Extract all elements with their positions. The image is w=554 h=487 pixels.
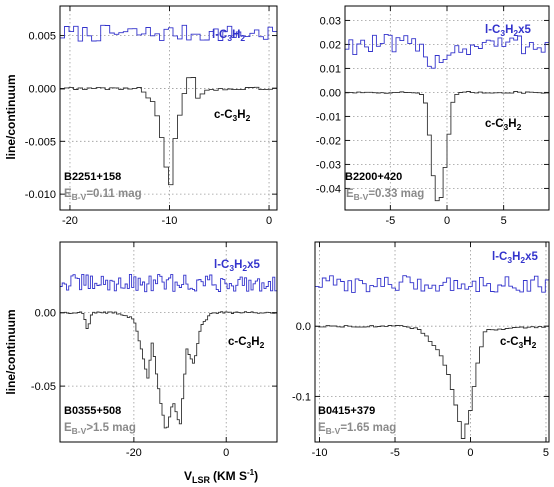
x-axis-label-sub: LSR: [192, 475, 211, 485]
spectrum-l-c3h2: [60, 24, 277, 42]
plot-frame: [59, 241, 278, 443]
y-tick-label: 0.02: [320, 39, 341, 51]
svg-text:VLSR(KM S-1): VLSR (KM S-1): [184, 468, 258, 485]
spectrum-c-c3h2: [60, 77, 277, 186]
x-tick-label: -20: [62, 215, 78, 227]
x-tick-label: -10: [312, 447, 328, 459]
y-axis-label-bottom: line/continuum: [4, 309, 18, 394]
series-label-c-c3h2: c-C3H2: [228, 336, 265, 350]
series-label-c-c3h2: c-C3H2: [485, 118, 522, 132]
ebv-label: EB-V=0.33 mag: [346, 188, 424, 202]
y-tick-label: 0.00: [35, 308, 56, 320]
ebv-label: EB-V=1.65 mag: [318, 422, 396, 436]
panel-B2251+158: -20 -10 0 -0.010 -0.005 0.000 0.005 l-C3H2 c-C3H…: [25, 5, 278, 227]
y-tick-label: 0.00: [320, 87, 341, 99]
y-tick-label: 0.000: [28, 83, 56, 95]
x-axis-label-main: V: [184, 469, 192, 483]
ebv-label: EB-V=0.11 mag: [64, 188, 142, 202]
source-name: B2200+420: [345, 171, 402, 183]
y-tick-label: -0.02: [316, 135, 341, 147]
series-label-l-c3h2: l-C3H2: [212, 29, 245, 43]
series-label-l-c3h2: l-C3H2x5: [485, 24, 532, 38]
series-label-l-c3h2: l-C3H2x5: [214, 259, 261, 273]
y-tick-label: -0.03: [316, 159, 341, 171]
source-name: B0415+379: [318, 405, 375, 417]
spectrum-l-c3h2: [60, 273, 277, 293]
y-tick-label: 0.0: [296, 321, 311, 333]
x-tick-label: 0: [444, 215, 450, 227]
spectrum-l-c3h2: [345, 33, 549, 69]
plot-frame: [344, 5, 550, 211]
panel-B0355+508: -20 0 -0.05 0.00 l-C3H2x5 c-C3H2 B0355+508 EB-V…: [31, 241, 278, 459]
x-axis-label-unit: (KM S: [213, 469, 247, 483]
x-axis-label-close: ): [254, 469, 258, 483]
x-tick-label: 0: [223, 447, 229, 459]
ebv-label: EB-V>1.5 mag: [64, 422, 136, 436]
y-tick-label: -0.010: [25, 189, 56, 201]
series-label-l-c3h2: l-C3H2x5: [492, 251, 539, 265]
plot-frame: [314, 241, 550, 443]
x-tick-label: -5: [390, 447, 400, 459]
spectrum-l-c3h2: [315, 275, 549, 293]
y-tick-label: -0.1: [292, 391, 311, 403]
x-tick-label: 5: [501, 215, 507, 227]
y-tick-label: -0.005: [25, 136, 56, 148]
y-tick-label: 0.005: [28, 31, 56, 43]
x-tick-label: 0: [266, 215, 272, 227]
x-tick-label: 5: [543, 447, 549, 459]
x-axis-label: VLSR (KM S-1): [184, 468, 258, 485]
x-tick-label: -10: [162, 215, 178, 227]
y-axis-label-top: line/continuum: [4, 74, 18, 159]
y-tick-label: -0.01: [316, 111, 341, 123]
spectrum-c-c3h2: [60, 311, 277, 429]
series-label-c-c3h2: c-C3H2: [214, 109, 251, 123]
panel-B0415+379: -10 -5 0 5 -0.1 0.0 l-C3H2x5 c-C3H2 B0415+379 EB-…: [292, 241, 550, 459]
x-tick-label: 0: [467, 447, 473, 459]
y-tick-label: 0.03: [320, 15, 341, 27]
y-tick-label: -0.04: [316, 183, 341, 195]
panel-B2200+420: -5 0 5 -0.04 -0.03 -0.02 -0.01 0.00 0.01 0.02 0.03…: [316, 5, 550, 227]
series-label-c-c3h2: c-C3H2: [500, 336, 537, 350]
y-tick-label: -0.05: [31, 381, 56, 393]
y-tick-label: 0.01: [320, 63, 341, 75]
source-name: B0355+508: [64, 405, 121, 417]
x-tick-label: -5: [385, 215, 395, 227]
x-tick-label: -20: [126, 447, 142, 459]
plot-frame: [59, 5, 278, 211]
x-axis-label-exp: -1: [247, 468, 255, 477]
source-name: B2251+158: [64, 171, 121, 183]
spectrum-c-c3h2: [315, 325, 549, 439]
spectrum-c-c3h2: [345, 91, 549, 202]
